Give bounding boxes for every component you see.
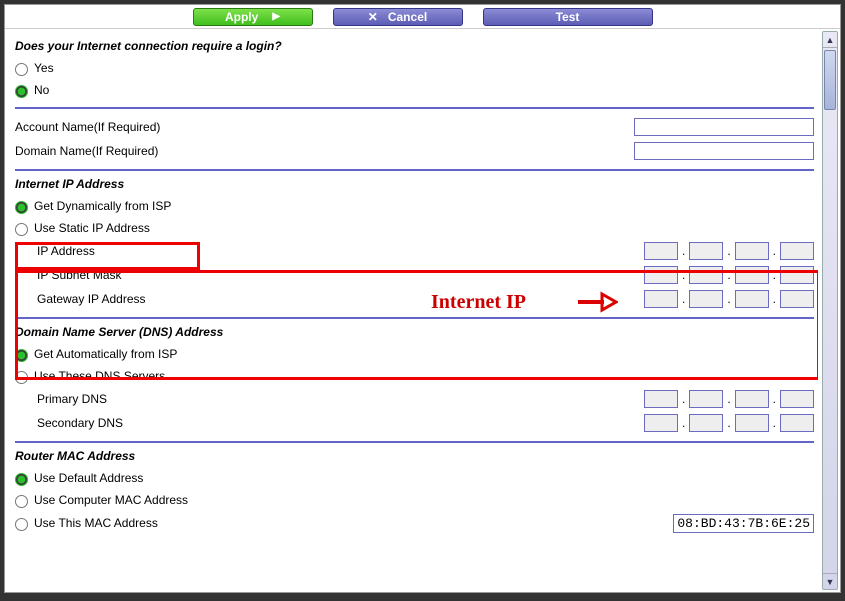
apply-button[interactable]: Apply ▶ bbox=[193, 8, 313, 26]
ip-oct-1[interactable] bbox=[644, 242, 678, 260]
ip-dynamic-label: Get Dynamically from ISP bbox=[34, 199, 171, 213]
mac-default-radio[interactable] bbox=[15, 473, 28, 486]
domain-name-label: Domain Name(If Required) bbox=[15, 144, 158, 158]
ip-dynamic-row[interactable]: Get Dynamically from ISP bbox=[15, 195, 814, 217]
gateway-oct-1[interactable] bbox=[644, 290, 678, 308]
login-yes-label: Yes bbox=[34, 61, 54, 75]
ip-oct-3[interactable] bbox=[735, 242, 769, 260]
account-name-label: Account Name(If Required) bbox=[15, 120, 160, 134]
login-no-row[interactable]: No bbox=[15, 79, 814, 101]
pdns-oct-3[interactable] bbox=[735, 390, 769, 408]
dns-manual-row[interactable]: Use These DNS Servers bbox=[15, 365, 814, 387]
pdns-oct-4[interactable] bbox=[780, 390, 814, 408]
subnet-oct-4[interactable] bbox=[780, 266, 814, 284]
account-name-input[interactable] bbox=[634, 118, 814, 136]
subnet-oct-3[interactable] bbox=[735, 266, 769, 284]
gateway-oct-4[interactable] bbox=[780, 290, 814, 308]
apply-arrow-icon: ▶ bbox=[272, 9, 280, 25]
login-no-label: No bbox=[34, 83, 49, 97]
ip-dynamic-radio[interactable] bbox=[15, 201, 28, 214]
cancel-label: Cancel bbox=[388, 9, 427, 25]
scroll-up-icon[interactable]: ▲ bbox=[823, 32, 837, 48]
gateway-label: Gateway IP Address bbox=[37, 292, 146, 306]
ip-static-row[interactable]: Use Static IP Address bbox=[15, 217, 814, 239]
divider bbox=[15, 441, 814, 443]
ip-oct-2[interactable] bbox=[689, 242, 723, 260]
secondary-dns-row: Secondary DNS . . . bbox=[15, 411, 814, 435]
vertical-scrollbar[interactable]: ▲ ▼ bbox=[822, 31, 838, 590]
subnet-label: IP Subnet Mask bbox=[37, 268, 122, 282]
dns-title: Domain Name Server (DNS) Address bbox=[15, 325, 814, 339]
sdns-oct-4[interactable] bbox=[780, 414, 814, 432]
dns-manual-label: Use These DNS Servers bbox=[34, 369, 165, 383]
mac-default-label: Use Default Address bbox=[34, 471, 143, 485]
mac-computer-row[interactable]: Use Computer MAC Address bbox=[15, 489, 814, 511]
mac-this-label: Use This MAC Address bbox=[34, 516, 158, 530]
domain-name-row: Domain Name(If Required) bbox=[15, 139, 814, 163]
subnet-octets: . . . bbox=[644, 266, 814, 284]
pdns-oct-2[interactable] bbox=[689, 390, 723, 408]
sdns-oct-2[interactable] bbox=[689, 414, 723, 432]
frame: Apply ▶ ✕ Cancel Test Does your Internet… bbox=[4, 4, 841, 593]
apply-label: Apply bbox=[225, 9, 258, 25]
pdns-oct-1[interactable] bbox=[644, 390, 678, 408]
scroll-down-icon[interactable]: ▼ bbox=[823, 573, 837, 589]
toolbar: Apply ▶ ✕ Cancel Test bbox=[5, 5, 840, 29]
cancel-button[interactable]: ✕ Cancel bbox=[333, 8, 463, 26]
ip-address-row: IP Address . . . bbox=[15, 239, 814, 263]
ip-address-octets: . . . bbox=[644, 242, 814, 260]
sdns-oct-3[interactable] bbox=[735, 414, 769, 432]
dns-auto-radio[interactable] bbox=[15, 349, 28, 362]
dns-manual-radio[interactable] bbox=[15, 371, 28, 384]
dns-auto-row[interactable]: Get Automatically from ISP bbox=[15, 343, 814, 365]
secondary-dns-octets: . . . bbox=[644, 414, 814, 432]
subnet-oct-2[interactable] bbox=[689, 266, 723, 284]
dns-auto-label: Get Automatically from ISP bbox=[34, 347, 177, 361]
divider bbox=[15, 107, 814, 109]
primary-dns-row: Primary DNS . . . bbox=[15, 387, 814, 411]
sdns-oct-1[interactable] bbox=[644, 414, 678, 432]
mac-value[interactable]: 08:BD:43:7B:6E:25 bbox=[673, 514, 814, 533]
login-no-radio[interactable] bbox=[15, 85, 28, 98]
ip-address-label: IP Address bbox=[37, 244, 95, 258]
scroll-area: Does your Internet connection require a … bbox=[5, 29, 840, 592]
ip-static-radio[interactable] bbox=[15, 223, 28, 236]
mac-this-row: Use This MAC Address 08:BD:43:7B:6E:25 bbox=[15, 511, 814, 535]
ip-title: Internet IP Address bbox=[15, 177, 814, 191]
annotation-text: Internet IP bbox=[431, 291, 526, 314]
gateway-octets: . . . bbox=[644, 290, 814, 308]
gateway-oct-3[interactable] bbox=[735, 290, 769, 308]
content: Does your Internet connection require a … bbox=[11, 29, 818, 592]
domain-name-input[interactable] bbox=[634, 142, 814, 160]
ip-static-label: Use Static IP Address bbox=[34, 221, 150, 235]
mac-title: Router MAC Address bbox=[15, 449, 814, 463]
primary-dns-label: Primary DNS bbox=[37, 392, 107, 406]
login-yes-row[interactable]: Yes bbox=[15, 57, 814, 79]
ip-oct-4[interactable] bbox=[780, 242, 814, 260]
login-title: Does your Internet connection require a … bbox=[15, 39, 814, 53]
close-icon: ✕ bbox=[368, 9, 378, 25]
mac-computer-radio[interactable] bbox=[15, 495, 28, 508]
subnet-row: IP Subnet Mask . . . bbox=[15, 263, 814, 287]
test-label: Test bbox=[556, 9, 580, 25]
annotation-arrow-icon bbox=[576, 291, 618, 313]
mac-default-row[interactable]: Use Default Address bbox=[15, 467, 814, 489]
test-button[interactable]: Test bbox=[483, 8, 653, 26]
primary-dns-octets: . . . bbox=[644, 390, 814, 408]
subnet-oct-1[interactable] bbox=[644, 266, 678, 284]
scroll-thumb[interactable] bbox=[824, 50, 836, 110]
mac-this-radio[interactable] bbox=[15, 518, 28, 531]
gateway-row: Gateway IP Address . . . bbox=[15, 287, 814, 311]
login-yes-radio[interactable] bbox=[15, 63, 28, 76]
gateway-oct-2[interactable] bbox=[689, 290, 723, 308]
divider bbox=[15, 317, 814, 319]
mac-computer-label: Use Computer MAC Address bbox=[34, 493, 188, 507]
window: Apply ▶ ✕ Cancel Test Does your Internet… bbox=[0, 0, 845, 601]
divider bbox=[15, 169, 814, 171]
secondary-dns-label: Secondary DNS bbox=[37, 416, 123, 430]
account-name-row: Account Name(If Required) bbox=[15, 115, 814, 139]
